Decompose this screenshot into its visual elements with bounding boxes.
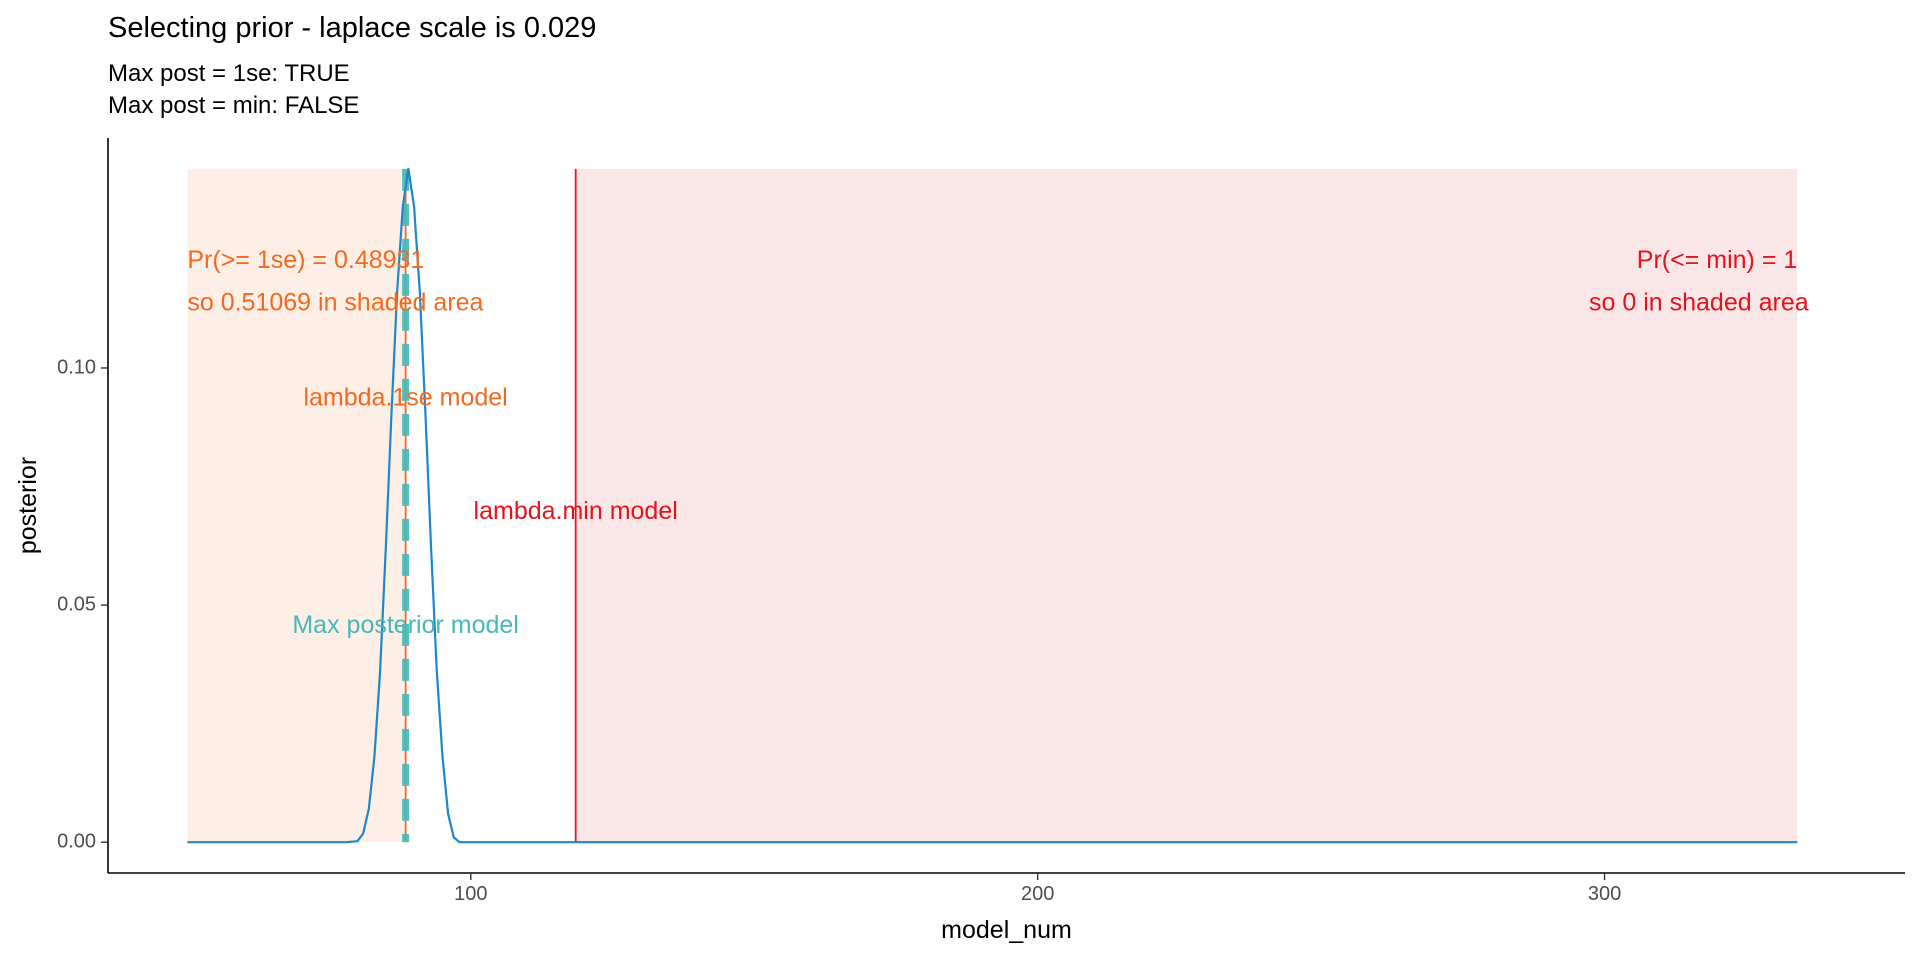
posterior-series-line-1	[187, 167, 1798, 844]
annotation-5: Max posterior model	[292, 611, 518, 639]
chart-title: Selecting prior - laplace scale is 0.029	[108, 12, 597, 44]
y-tick-label-0.10: 0.10	[57, 356, 96, 378]
x-tick-label-300: 300	[1588, 883, 1621, 905]
annotation-7: so 0 in shaded area	[1589, 289, 1809, 317]
chart-subtitle-line-2: Max post = min: FALSE	[108, 92, 360, 119]
x-tick-label-200: 200	[1021, 883, 1054, 905]
x-tick-label-100: 100	[454, 883, 487, 905]
annotation-4: lambda.min model	[474, 497, 678, 525]
annotation-1: Pr(>= 1se) = 0.48931	[187, 246, 424, 274]
x-axis-title: model_num	[941, 916, 1072, 944]
y-tick-label-0.05: 0.05	[57, 593, 96, 615]
y-tick-label-0.00: 0.00	[57, 830, 96, 852]
shaded-region-1	[187, 168, 406, 843]
chart-subtitle-line-1: Max post = 1se: TRUE	[108, 60, 350, 87]
shaded-region-2	[575, 168, 1798, 843]
annotation-2: so 0.51069 in shaded area	[187, 289, 483, 317]
y-axis-title: posterior	[14, 457, 42, 554]
annotation-3: lambda.1se model	[303, 383, 507, 411]
annotation-6: Pr(<= min) = 1	[1637, 246, 1797, 274]
